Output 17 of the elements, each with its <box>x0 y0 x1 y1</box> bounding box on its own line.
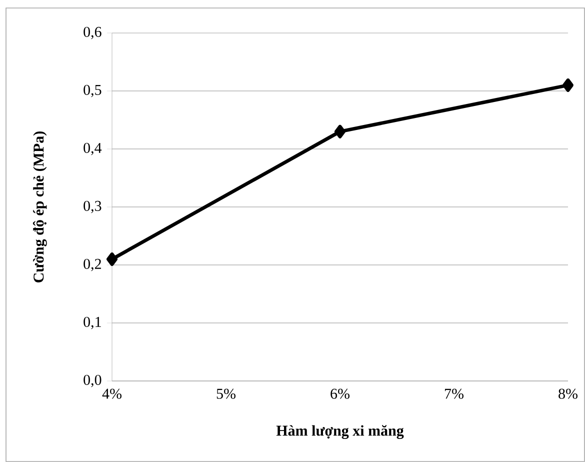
y-tick-label: 0,4 <box>84 142 102 156</box>
point <box>334 124 346 138</box>
x-tick-label: 8% <box>558 388 578 399</box>
x-tick-label: 6% <box>330 388 350 399</box>
y-axis-title: Cường độ ép chẻ (MPa) <box>32 131 47 282</box>
x-tick-label: 7% <box>444 388 464 399</box>
x-axis-title: Hàm lượng xi măng <box>276 425 404 439</box>
x-tick-label: 4% <box>102 388 122 399</box>
x-tick-label: 5% <box>216 388 236 399</box>
point <box>106 252 118 266</box>
y-tick-label: 0,1 <box>84 316 101 330</box>
point <box>562 78 574 92</box>
y-tick-label: 0,5 <box>84 84 102 98</box>
y-tick-label: 0,3 <box>84 200 102 214</box>
y-tick-label: 0,6 <box>84 26 102 40</box>
y-tick-label: 0,2 <box>84 258 101 272</box>
y-tick-label: 0,0 <box>84 374 102 388</box>
